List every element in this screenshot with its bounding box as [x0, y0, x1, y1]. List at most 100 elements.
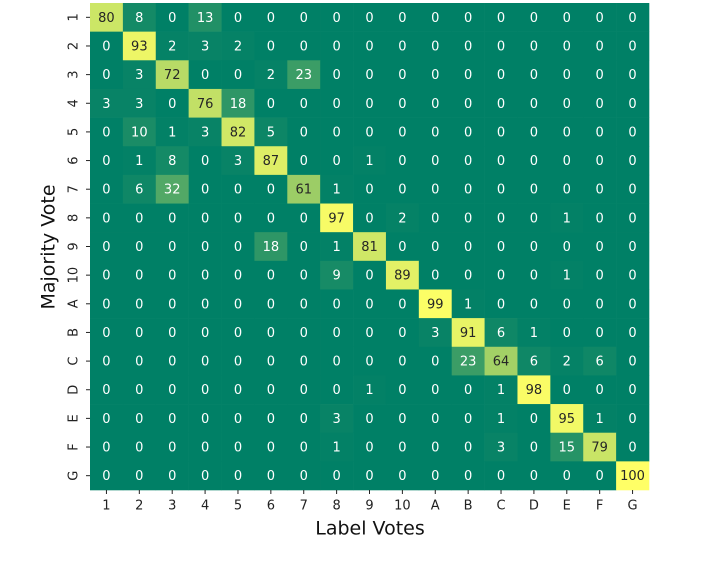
heatmap-cell	[155, 318, 189, 348]
heatmap-cell	[287, 31, 321, 61]
cell-label: 0	[398, 125, 406, 140]
cell-label: 61	[295, 183, 312, 198]
heatmap-cell	[254, 31, 288, 61]
heatmap-cell	[320, 146, 354, 176]
cell-label: 0	[530, 412, 538, 427]
heatmap-cell	[287, 117, 321, 147]
cell-label: 0	[365, 412, 373, 427]
heatmap-cell	[517, 88, 551, 118]
cell-label: 0	[102, 412, 110, 427]
cell-label: 0	[398, 355, 406, 370]
cell-label: 0	[563, 125, 571, 140]
cell-label: 13	[197, 11, 214, 26]
cell-label: 0	[300, 240, 308, 255]
cell-label: 0	[234, 297, 242, 312]
cell-label: 0	[596, 125, 604, 140]
x-tick-label: F	[596, 499, 603, 514]
heatmap-cell	[90, 88, 124, 118]
heatmap-cell	[616, 289, 650, 319]
heatmap-cell	[122, 174, 157, 204]
cell-label: 0	[102, 269, 110, 284]
heatmap-cell	[451, 375, 485, 405]
heatmap-cell	[122, 31, 157, 61]
cell-label: 0	[563, 326, 571, 341]
cell-label: 2	[398, 211, 406, 226]
heatmap-cell	[90, 31, 124, 61]
cell-label: 0	[563, 97, 571, 112]
heatmap-cell	[90, 117, 124, 147]
heatmap-cell	[583, 260, 617, 290]
heatmap-cell	[550, 31, 584, 61]
cell-label: 0	[267, 383, 275, 398]
heatmap-cell	[484, 432, 518, 462]
cell-label: 0	[267, 183, 275, 198]
heatmap-cell	[517, 3, 551, 32]
cell-label: 0	[332, 469, 340, 484]
heatmap-cell	[320, 88, 354, 118]
heatmap-cell	[221, 60, 255, 90]
y-tick-label: 4	[67, 99, 82, 107]
heatmap-cell	[90, 375, 124, 405]
cell-label: 0	[596, 297, 604, 312]
cell-label: 3	[135, 97, 143, 112]
heatmap-cell	[550, 346, 584, 376]
heatmap-cell	[188, 318, 222, 348]
cell-label: 0	[628, 125, 636, 140]
heatmap-cell	[221, 346, 255, 376]
cell-label: 0	[135, 383, 143, 398]
heatmap-cell	[188, 260, 222, 290]
cell-label: 2	[563, 355, 571, 370]
x-tick-label: G	[628, 499, 638, 514]
cell-label: 0	[102, 68, 110, 83]
cell-label: 0	[398, 183, 406, 198]
cell-label: 0	[102, 183, 110, 198]
cell-label: 93	[131, 39, 148, 54]
cell-label: 0	[596, 68, 604, 83]
heatmap-cell	[90, 3, 124, 32]
heatmap-cell	[484, 318, 518, 348]
heatmap-cell	[550, 3, 584, 32]
heatmap-cell	[616, 174, 650, 204]
heatmap-cell	[122, 3, 157, 32]
heatmap-cell	[122, 318, 157, 348]
cell-label: 0	[497, 39, 505, 54]
cell-label: 1	[365, 383, 373, 398]
heatmap-cell	[188, 60, 222, 90]
cell-label: 0	[168, 383, 176, 398]
heatmap-cell	[254, 3, 288, 32]
y-tick-label: 9	[67, 242, 82, 250]
heatmap-cell	[583, 117, 617, 147]
heatmap-cell	[287, 432, 321, 462]
heatmap-cell	[287, 404, 321, 434]
cell-label: 1	[563, 211, 571, 226]
cell-label: 3	[431, 326, 439, 341]
cell-label: 0	[464, 412, 472, 427]
heatmap-cell	[451, 404, 485, 434]
heatmap-cell	[418, 232, 453, 262]
cell-label: 0	[201, 68, 209, 83]
cell-label: 0	[530, 97, 538, 112]
heatmap-cell	[287, 461, 321, 491]
heatmap-cell	[616, 146, 650, 176]
y-tick-label: 10	[67, 267, 82, 284]
cell-label: 1	[332, 240, 340, 255]
cell-label: 0	[596, 97, 604, 112]
cell-label: 0	[497, 211, 505, 226]
heatmap-cell	[451, 31, 485, 61]
cell-label: 0	[102, 326, 110, 341]
heatmap-cell	[287, 174, 321, 204]
cell-label: 0	[431, 412, 439, 427]
heatmap-cell	[155, 260, 189, 290]
heatmap-cell	[221, 232, 255, 262]
cell-label: 0	[628, 412, 636, 427]
heatmap-cell	[550, 260, 584, 290]
cell-label: 0	[332, 154, 340, 169]
cell-label: 0	[398, 97, 406, 112]
cell-label: 0	[168, 441, 176, 456]
heatmap-cell	[517, 232, 551, 262]
cell-label: 3	[102, 97, 110, 112]
heatmap-cell	[353, 117, 387, 147]
heatmap-cell	[583, 174, 617, 204]
cell-label: 0	[201, 154, 209, 169]
heatmap-cell	[385, 260, 420, 290]
